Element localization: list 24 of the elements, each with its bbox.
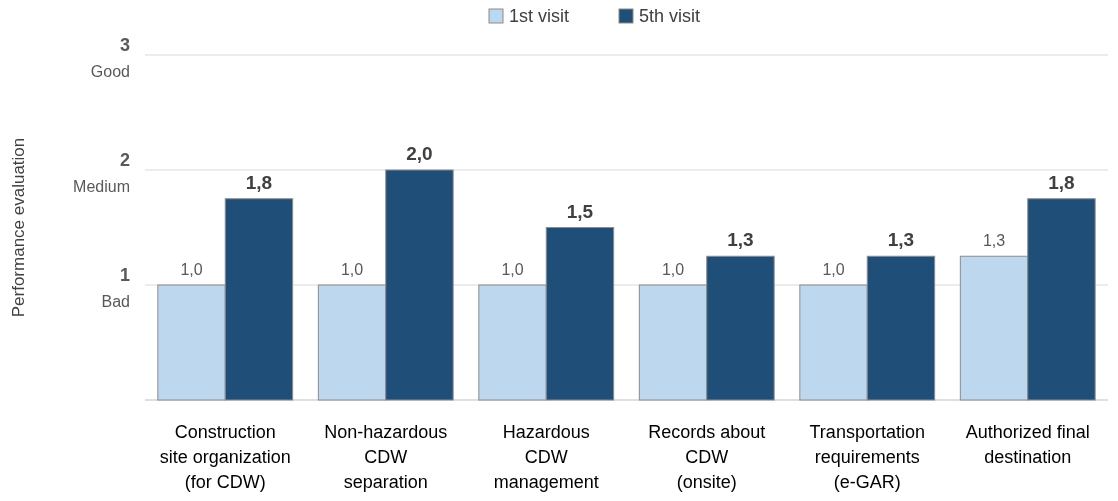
y-tick-label: 3 Good	[90, 35, 130, 80]
data-label: 1,3	[982, 232, 1006, 250]
x-tick-label: Records about CDW (onsite)	[648, 422, 766, 492]
x-tick-label: Construction site organization (for CDW)	[159, 422, 291, 492]
data-label: 1,3	[727, 229, 754, 251]
y-tick-label: 1 Bad	[101, 265, 130, 310]
x-tick-label: Hazardous CDW management	[493, 422, 599, 492]
legend-label: 5th visit	[639, 6, 701, 26]
data-label: 1,8	[245, 171, 273, 193]
x-tick-label: Authorized final destination	[965, 422, 1090, 467]
legend-label: 1st visit	[509, 6, 570, 26]
data-label: 1,0	[340, 261, 364, 278]
data-label: 1,0	[180, 261, 203, 278]
data-label: 1,5	[566, 200, 594, 222]
data-label: 1,0	[501, 261, 524, 278]
data-label: 1,3	[887, 229, 915, 251]
data-label: 2,0	[406, 143, 433, 164]
y-tick-label: 2 Medium	[73, 150, 130, 195]
data-label: 1,8	[1048, 171, 1075, 193]
data-label: 1,0	[661, 261, 685, 278]
data-label: 1,0	[822, 261, 845, 278]
x-tick-label: Transportation requirements (e-GAR)	[809, 422, 925, 492]
y-axis-title: Performance evaluation	[9, 137, 28, 318]
x-tick-label: Non-hazardous CDW separation	[324, 422, 448, 492]
